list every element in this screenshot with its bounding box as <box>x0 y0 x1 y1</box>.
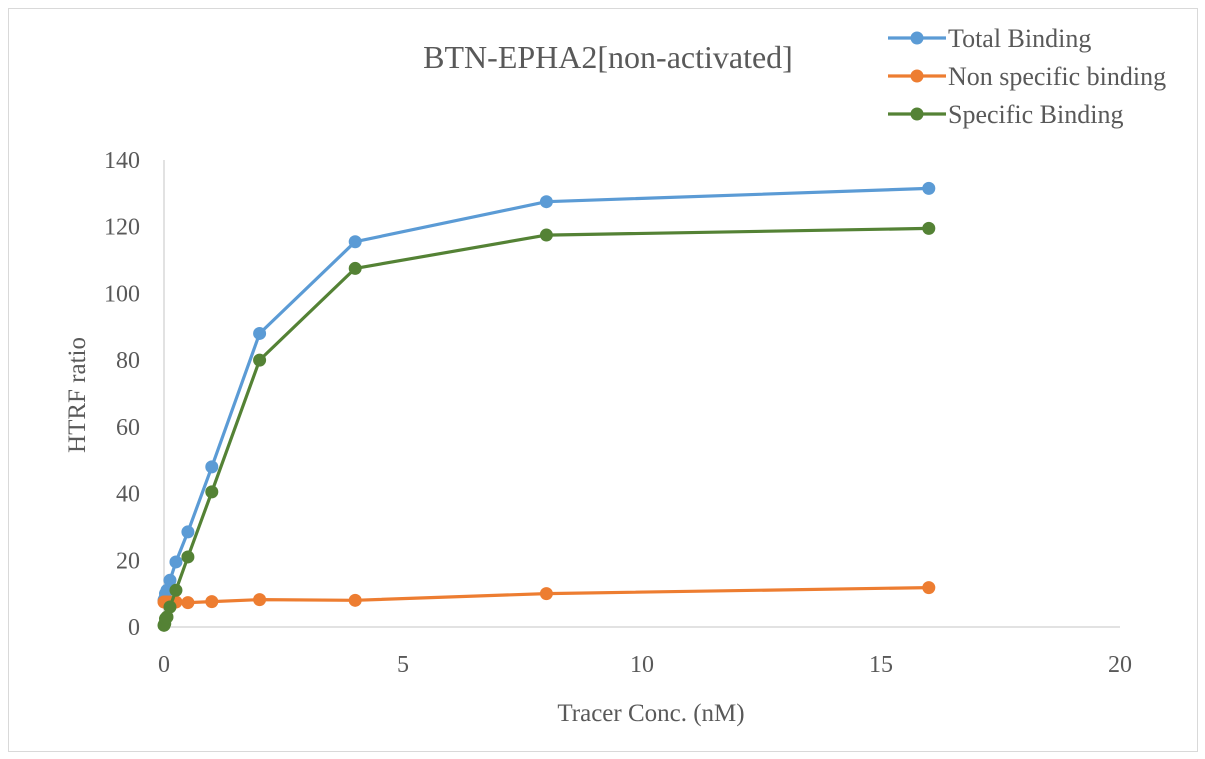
legend-entry: Non specific binding <box>888 62 1166 91</box>
axes-layer <box>163 160 1120 628</box>
series-1 <box>157 181 936 607</box>
y-tick-label: 20 <box>116 548 140 574</box>
legend-entry: Total Binding <box>888 24 1091 53</box>
y-tick-label: 140 <box>104 148 140 174</box>
y-tick-label: 120 <box>104 215 140 241</box>
y-tick-label: 100 <box>104 281 140 307</box>
data-point <box>169 555 183 569</box>
chart-title: BTN-EPHA2[non-activated] <box>423 39 793 75</box>
y-tick-label: 80 <box>116 348 140 374</box>
data-point <box>348 261 362 275</box>
data-point <box>253 353 267 367</box>
y-tick-label: 40 <box>116 482 140 508</box>
data-point <box>253 593 267 607</box>
series-line <box>162 226 929 626</box>
data-point <box>922 221 936 235</box>
data-point <box>205 485 219 499</box>
data-point <box>160 583 174 597</box>
x-tick-label: 0 <box>158 652 170 678</box>
x-tick-label: 5 <box>397 652 409 678</box>
data-point <box>169 583 183 597</box>
data-point <box>163 573 177 587</box>
data-point <box>539 195 553 209</box>
data-point <box>181 596 195 610</box>
data-point <box>181 525 195 539</box>
data-point <box>539 587 553 601</box>
data-point <box>922 581 936 595</box>
legend-label: Non specific binding <box>948 62 1166 91</box>
data-point <box>348 593 362 607</box>
series-2 <box>157 581 936 610</box>
y-tick-label: 60 <box>116 415 140 441</box>
data-point <box>205 595 219 609</box>
data-point <box>922 181 936 195</box>
series-line <box>162 186 929 601</box>
legend: Total Binding Non specific binding Specifi… <box>888 24 1166 129</box>
data-point <box>163 600 177 614</box>
legend-label: Total Binding <box>948 24 1091 53</box>
legend-marker <box>910 31 924 45</box>
data-point <box>205 460 219 474</box>
chart-frame <box>8 8 1198 752</box>
legend-marker <box>910 107 924 121</box>
x-tick-label: 20 <box>1108 652 1132 678</box>
x-tick-label: 15 <box>869 652 893 678</box>
data-point <box>348 235 362 249</box>
x-axis-title: Tracer Conc. (nM) <box>557 700 744 727</box>
legend-label: Specific Binding <box>948 100 1123 129</box>
y-axis-title: HTRF ratio <box>64 337 91 453</box>
data-point <box>539 228 553 242</box>
series-layer <box>157 181 936 632</box>
legend-marker <box>910 69 924 83</box>
data-point <box>160 610 174 624</box>
data-point <box>181 550 195 564</box>
series-3 <box>157 221 936 632</box>
data-point <box>253 326 267 340</box>
x-tick-label: 10 <box>630 652 654 678</box>
tick-labels: 0 20 40 60 80 100 120 140 0 5 10 15 20 <box>104 148 1132 678</box>
y-tick-label: 0 <box>128 615 140 641</box>
legend-entry: Specific Binding <box>888 100 1123 129</box>
